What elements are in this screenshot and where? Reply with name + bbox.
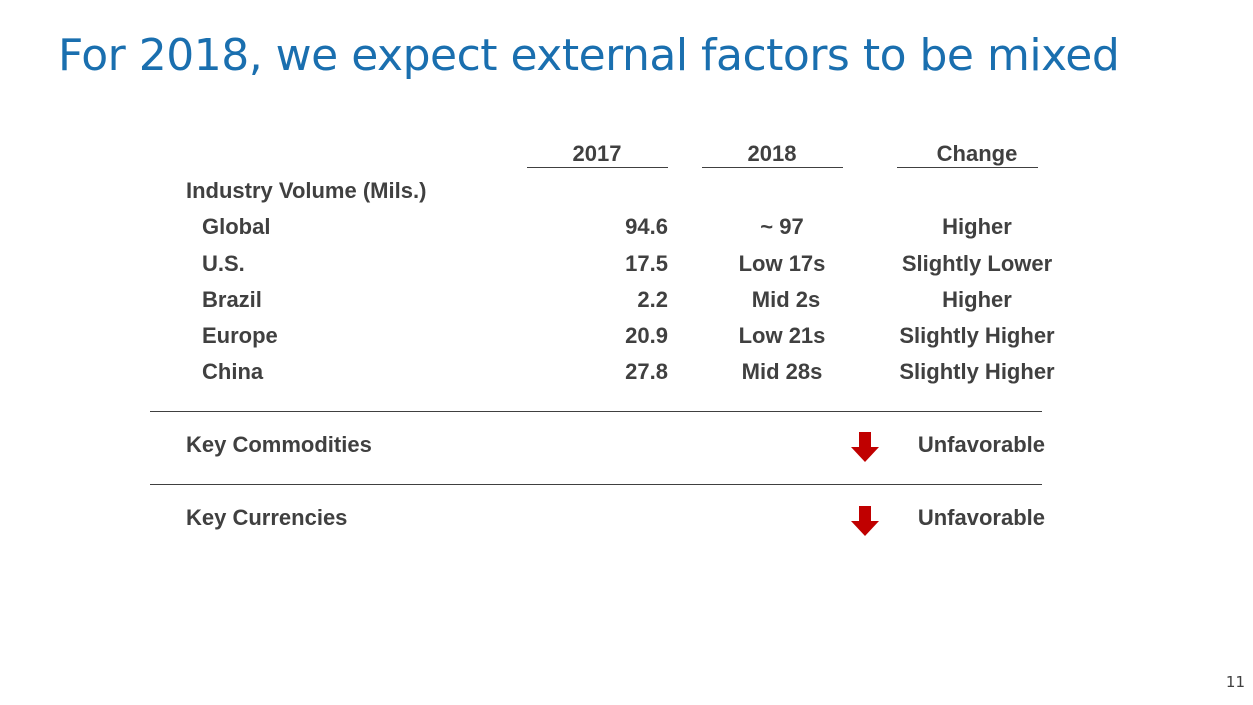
currencies-label: Key Currencies	[186, 505, 348, 530]
row-value-2017: 17.5	[625, 251, 668, 276]
down-arrow-icon	[851, 506, 879, 536]
section-label-industry-volume: Industry Volume (Mils.)	[186, 178, 427, 203]
row-value-2018: ~ 97	[760, 214, 804, 239]
column-header-2017-underline	[527, 167, 668, 168]
row-value-2018: Mid 2s	[751, 287, 821, 312]
row-change: Slightly Lower	[901, 251, 1053, 276]
row-value-2017: 94.6	[625, 214, 668, 239]
column-header-2018-underline	[702, 167, 843, 168]
row-label: China	[202, 359, 264, 384]
divider	[150, 411, 1042, 412]
row-value-2017: 27.8	[625, 359, 668, 384]
row-label: Europe	[202, 323, 278, 348]
row-change: Slightly Higher	[899, 323, 1055, 348]
row-value-2018: Low 17s	[738, 251, 826, 276]
column-header-change: Change	[936, 141, 1018, 166]
row-value-2017: 20.9	[625, 323, 668, 348]
row-label: U.S.	[202, 251, 245, 276]
row-value-2018: Mid 28s	[741, 359, 823, 384]
commodities-status: Unfavorable	[917, 432, 1045, 457]
row-label: Brazil	[202, 287, 262, 312]
commodities-label: Key Commodities	[186, 432, 372, 457]
row-value-2017: 2.2	[637, 287, 668, 312]
row-change: Higher	[942, 214, 1012, 239]
currencies-status: Unfavorable	[917, 505, 1045, 530]
row-label: Global	[202, 214, 271, 239]
column-header-2018: 2018	[747, 141, 797, 166]
row-change: Slightly Higher	[899, 359, 1055, 384]
down-arrow-icon	[851, 432, 879, 462]
column-header-2017: 2017	[572, 141, 622, 166]
column-header-change-underline	[897, 167, 1038, 168]
page-number: 11	[1225, 673, 1245, 691]
page-title: For 2018, we expect external factors to …	[58, 30, 1120, 81]
row-value-2018: Low 21s	[738, 323, 826, 348]
row-change: Higher	[942, 287, 1012, 312]
divider	[150, 484, 1042, 485]
